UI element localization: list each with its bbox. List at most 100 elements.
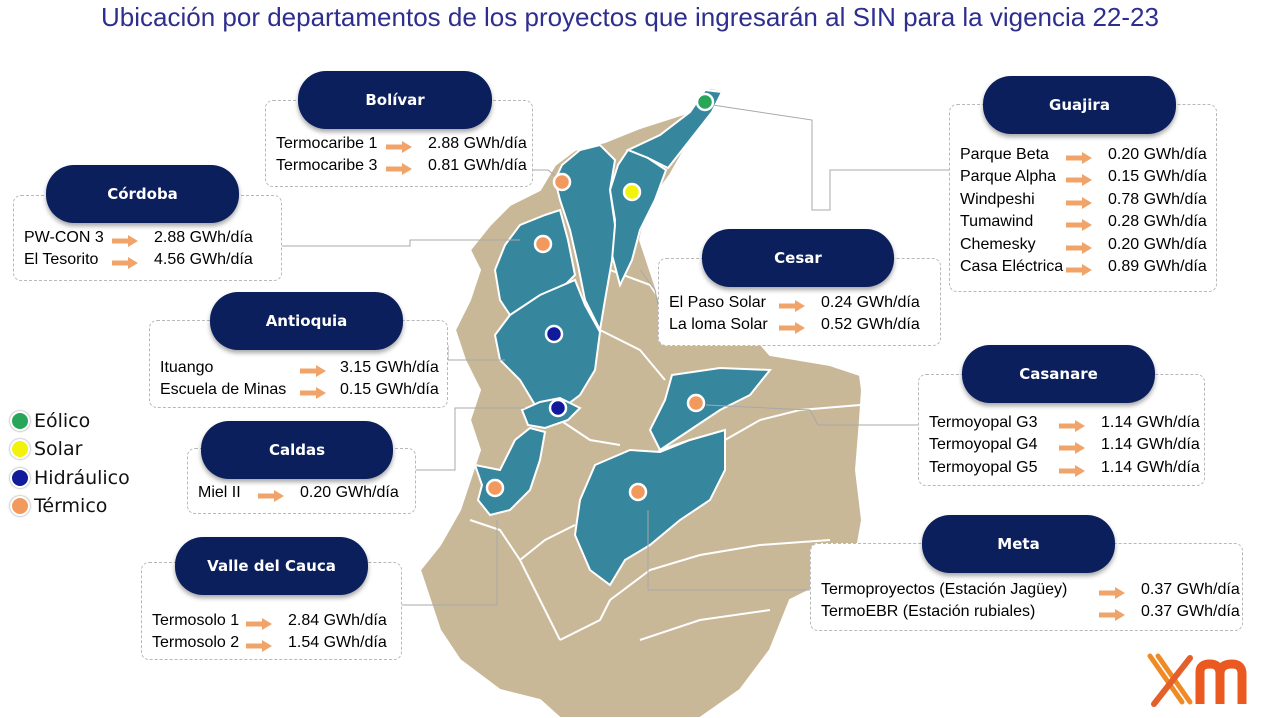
project-name: Termoyopal G3 <box>929 414 1038 431</box>
project-value: 0.37 GWh/día <box>1141 581 1240 598</box>
project-name: Termocaribe 1 <box>276 135 378 152</box>
connector-lines <box>282 103 950 606</box>
marker-hidraulico-caldas <box>548 398 568 418</box>
project-row: Termoyopal G3 1.14 GWh/día <box>929 412 1202 434</box>
project-row: Windpeshi 0.78 GWh/día <box>960 189 1214 211</box>
project-value: 1.14 GWh/día <box>1101 414 1200 431</box>
marker-termico-bolivar <box>552 172 572 192</box>
project-name: Termoyopal G5 <box>929 458 1038 476</box>
arrow-right-icon <box>1066 216 1092 232</box>
project-row: Termoyopal G5 1.14 GWh/día <box>929 457 1202 479</box>
marker-termico-meta <box>628 482 648 502</box>
arrow-right-icon <box>258 487 284 502</box>
xm-logo <box>1147 653 1247 707</box>
department-label-antioquia: Antioquia <box>210 292 403 350</box>
project-value: 0.20 GWh/día <box>1108 146 1207 163</box>
legend-item: Térmico <box>10 493 107 519</box>
arrow-right-icon <box>300 384 326 400</box>
legend-dot-icon <box>10 496 30 516</box>
arrow-right-icon <box>1066 171 1092 187</box>
m-letter <box>1195 659 1247 704</box>
page-title: Ubicación por departamentos de los proye… <box>101 2 1159 32</box>
arrow-right-icon <box>300 362 326 377</box>
arrow-right-icon <box>1066 194 1092 209</box>
project-row: Termoproyectos (Estación Jagüey) 0.37 GWh… <box>821 579 1240 601</box>
arrow-right-icon <box>1059 462 1085 477</box>
project-value: 0.15 GWh/día <box>340 381 439 399</box>
project-row: La loma Solar 0.52 GWh/día <box>669 314 938 336</box>
legend-label: Hidráulico <box>34 467 130 489</box>
project-value: 1.14 GWh/día <box>1101 458 1200 476</box>
arrow-right-icon <box>779 319 805 335</box>
department-label-valle: Valle del Cauca <box>175 537 368 595</box>
project-value: 0.24 GWh/día <box>821 294 920 311</box>
arrow-right-icon <box>1066 149 1092 164</box>
project-row: Parque Alpha 0.15 GWh/día <box>960 166 1214 188</box>
department-label-cesar: Cesar <box>702 229 894 287</box>
project-value: 1.54 GWh/día <box>288 634 387 652</box>
legend-label: Térmico <box>34 495 108 517</box>
arrow-right-icon <box>246 637 272 653</box>
department-label-cordoba: Córdoba <box>46 165 239 223</box>
arrow-right-icon <box>1066 239 1092 254</box>
project-value: 0.20 GWh/día <box>1108 235 1207 253</box>
project-row: Termocaribe 3 0.81 GWh/día <box>276 155 530 177</box>
region-bolivar <box>553 143 617 334</box>
legend-dot-icon <box>10 468 30 488</box>
project-name: Windpeshi <box>960 190 1035 208</box>
arrow-right-icon <box>386 160 412 176</box>
project-value: 4.56 GWh/día <box>154 251 253 269</box>
project-name: Termocaribe 3 <box>276 157 378 175</box>
arrow-right-icon <box>112 254 138 270</box>
marker-termico-valle <box>485 478 505 498</box>
region-casanare <box>648 366 773 452</box>
project-row: Termocaribe 1 2.88 GWh/día <box>276 133 530 155</box>
marker-hidraulico-antioquia <box>544 324 564 344</box>
legend-item: Hidráulico <box>10 465 130 491</box>
marker-termico-cordoba <box>533 234 553 254</box>
legend-dot-icon <box>10 439 30 459</box>
project-value: 2.84 GWh/día <box>288 612 387 629</box>
arrow-right-icon <box>779 297 805 312</box>
project-row: Tumawind 0.28 GWh/día <box>960 211 1214 233</box>
project-row: Termosolo 2 1.54 GWh/día <box>152 632 399 654</box>
marker-layer <box>485 92 715 502</box>
project-name: El Tesorito <box>24 251 99 269</box>
department-label-guajira: Guajira <box>983 76 1176 134</box>
project-value: 3.15 GWh/día <box>340 359 439 376</box>
project-name: Termosolo 1 <box>152 612 240 629</box>
project-row: TermoEBR (Estación rubiales) 0.37 GWh/día <box>821 601 1240 623</box>
department-label-casanare: Casanare <box>962 345 1155 403</box>
project-row: Parque Beta 0.20 GWh/día <box>960 144 1214 166</box>
project-name: Miel II <box>198 484 241 501</box>
project-value: 0.81 GWh/día <box>428 157 527 175</box>
project-value: 0.78 GWh/día <box>1108 190 1207 208</box>
arrow-right-icon <box>1099 584 1125 599</box>
project-name: Ituango <box>160 359 214 376</box>
project-row: Termosolo 1 2.84 GWh/día <box>152 610 399 632</box>
project-name: Tumawind <box>960 213 1034 231</box>
arrow-right-icon <box>1059 417 1085 432</box>
legend-label: Eólico <box>34 410 91 432</box>
project-row: El Paso Solar 0.24 GWh/día <box>669 292 938 314</box>
project-row: Casa Eléctrica 0.89 GWh/día <box>960 256 1214 278</box>
arrow-right-icon <box>246 615 272 630</box>
project-name: Parque Beta <box>960 146 1049 163</box>
project-value: 0.28 GWh/día <box>1108 213 1207 231</box>
project-row: Ituango 3.15 GWh/día <box>160 357 445 379</box>
project-name: Termoproyectos (Estación Jagüey) <box>821 581 1068 598</box>
x-mark <box>1147 653 1193 707</box>
project-row: Escuela de Minas 0.15 GWh/día <box>160 379 445 401</box>
legend-item: Solar <box>10 436 82 462</box>
project-name: TermoEBR (Estación rubiales) <box>821 603 1036 621</box>
arrow-right-icon <box>112 232 138 247</box>
project-value: 0.15 GWh/día <box>1108 168 1207 186</box>
project-name: La loma Solar <box>669 316 768 334</box>
project-value: 0.52 GWh/día <box>821 316 920 334</box>
project-name: Casa Eléctrica <box>960 258 1064 275</box>
arrow-right-icon <box>1066 261 1092 276</box>
department-label-caldas: Caldas <box>201 421 393 479</box>
department-label-meta: Meta <box>922 515 1115 573</box>
arrow-right-icon <box>1059 439 1085 455</box>
department-label-bolivar: Bolívar <box>298 71 492 129</box>
